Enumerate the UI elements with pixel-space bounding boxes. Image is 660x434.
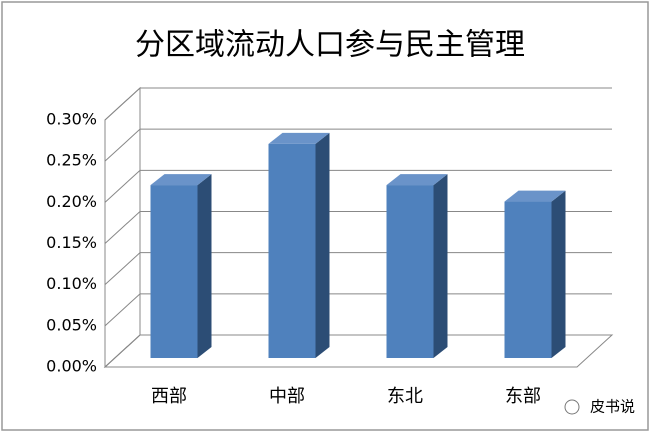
y-tick-label: 0.00% <box>46 357 97 376</box>
bar-front <box>504 201 552 358</box>
y-tick-label: 0.10% <box>46 274 97 293</box>
grid-line <box>104 169 612 203</box>
bar-front <box>268 143 316 358</box>
grid-line <box>104 87 612 121</box>
grid-line <box>104 252 612 286</box>
bar-top <box>386 174 448 186</box>
bar <box>386 174 448 358</box>
watermark-icon <box>564 399 580 415</box>
x-tick-label: 中部 <box>269 386 305 407</box>
bar-side <box>551 190 566 358</box>
bar-side <box>433 174 448 358</box>
y-tick-label: 0.30% <box>46 110 97 129</box>
grid-line <box>104 293 612 327</box>
x-tick-label: 东北 <box>387 386 423 407</box>
bar-top <box>504 190 566 202</box>
y-tick-label: 0.15% <box>46 233 97 252</box>
bar <box>150 174 212 358</box>
bar-top <box>150 174 212 186</box>
y-tick-label: 0.20% <box>46 192 97 211</box>
grid-line <box>104 128 612 162</box>
grid-line <box>104 211 612 244</box>
watermark: 皮书说 <box>590 398 635 416</box>
bar-side <box>197 174 212 358</box>
x-tick-label: 西部 <box>151 386 187 407</box>
grid-line <box>104 334 612 368</box>
bar-front <box>150 185 198 358</box>
x-tick-label: 东部 <box>505 386 541 407</box>
bar <box>268 132 330 358</box>
y-tick-label: 0.05% <box>46 315 97 334</box>
bar-top <box>268 132 330 144</box>
bar-side <box>315 132 330 358</box>
y-tick-label: 0.25% <box>46 151 97 170</box>
chart-title: 分区域流动人口参与民主管理 <box>135 28 525 63</box>
bar <box>504 190 566 358</box>
bar-front <box>386 185 434 358</box>
